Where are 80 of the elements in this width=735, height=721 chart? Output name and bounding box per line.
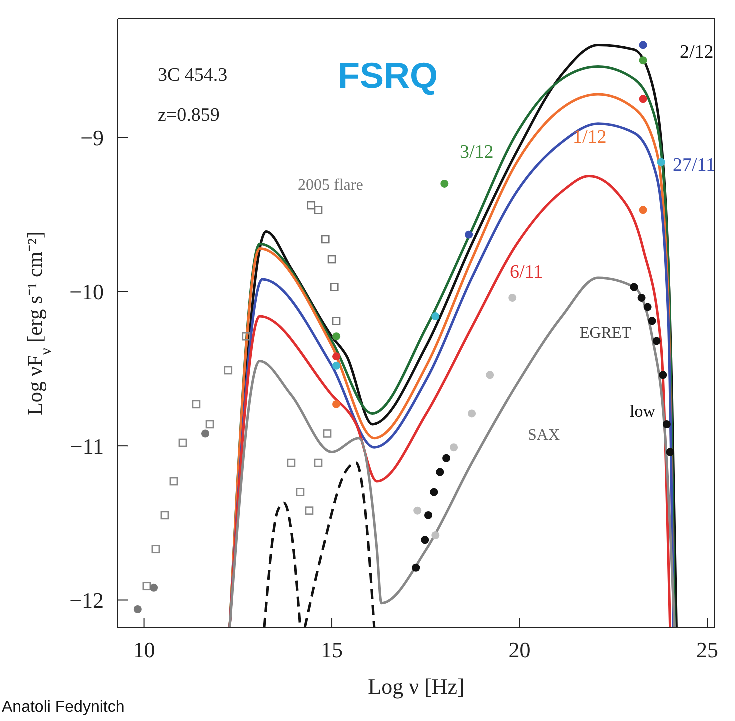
- line-series: [228, 276, 676, 628]
- point: [150, 584, 158, 592]
- point: [328, 255, 336, 264]
- annotation: FSRQ: [338, 55, 438, 96]
- point: [436, 468, 444, 476]
- line-series: [304, 462, 376, 628]
- point: [639, 206, 648, 214]
- point: [287, 458, 296, 468]
- text: Anatoli Fedynitch: [2, 699, 125, 716]
- point: [178, 438, 188, 448]
- point: [432, 531, 440, 540]
- x-axis-title: Log ν [Hz]: [368, 674, 465, 699]
- point: [314, 458, 323, 468]
- annotation: 2005 flare: [298, 177, 364, 194]
- annotation: 3C 454.3: [158, 65, 228, 86]
- annotation: 6/11: [510, 262, 544, 283]
- point: [644, 303, 652, 312]
- point: [430, 488, 438, 496]
- point: [412, 564, 420, 572]
- point: [206, 420, 214, 429]
- point: [639, 41, 648, 50]
- point: [421, 536, 430, 544]
- point: [639, 56, 648, 65]
- point: [152, 545, 160, 554]
- x-tick-label: 15: [321, 638, 344, 663]
- point: [468, 410, 476, 418]
- y-tick-label: −12: [70, 588, 104, 614]
- point: [160, 511, 170, 520]
- x-tick-label: 10: [133, 638, 156, 663]
- point: [639, 95, 648, 104]
- point: [638, 294, 646, 302]
- annotation: z=0.859: [158, 105, 220, 126]
- point: [630, 283, 638, 292]
- point: [305, 506, 314, 515]
- point: [192, 400, 201, 409]
- point: [666, 448, 674, 456]
- point: [224, 366, 233, 375]
- point: [332, 332, 341, 341]
- x-tick-label: 25: [696, 638, 718, 663]
- y-tick-label: −10: [70, 280, 104, 305]
- point: [332, 317, 341, 326]
- point: [321, 235, 330, 244]
- point: [314, 206, 323, 214]
- x-tick-label: 20: [508, 638, 531, 663]
- point: [414, 506, 422, 515]
- annotation: low: [630, 402, 656, 421]
- point: [659, 371, 668, 380]
- annotation: 1/12: [573, 127, 607, 148]
- point: [332, 362, 341, 370]
- point: [440, 180, 449, 188]
- point: [508, 294, 517, 302]
- point: [450, 444, 458, 452]
- point: [201, 430, 210, 438]
- point: [486, 371, 494, 380]
- annotation: SAX: [528, 427, 560, 444]
- point: [142, 582, 152, 591]
- point: [242, 332, 251, 341]
- annotation: EGRET: [580, 325, 632, 342]
- point: [332, 400, 341, 408]
- point: [323, 430, 332, 438]
- point: [134, 606, 142, 614]
- point: [296, 488, 305, 496]
- point: [330, 283, 339, 292]
- point: [424, 511, 433, 520]
- y-tick-label: −11: [70, 434, 104, 459]
- point: [307, 201, 316, 210]
- point: [432, 312, 440, 321]
- point: [652, 337, 661, 346]
- line-series: [263, 502, 302, 628]
- point: [170, 477, 178, 486]
- point: [332, 352, 341, 361]
- point: [657, 158, 666, 166]
- point: [465, 230, 474, 239]
- point: [648, 317, 656, 326]
- y-tick-label: −9: [80, 126, 104, 151]
- annotation: 3/12: [460, 142, 494, 163]
- point: [442, 454, 451, 462]
- annotation: 27/11: [673, 155, 716, 176]
- annotation: 2/12: [680, 42, 714, 63]
- point: [662, 420, 671, 428]
